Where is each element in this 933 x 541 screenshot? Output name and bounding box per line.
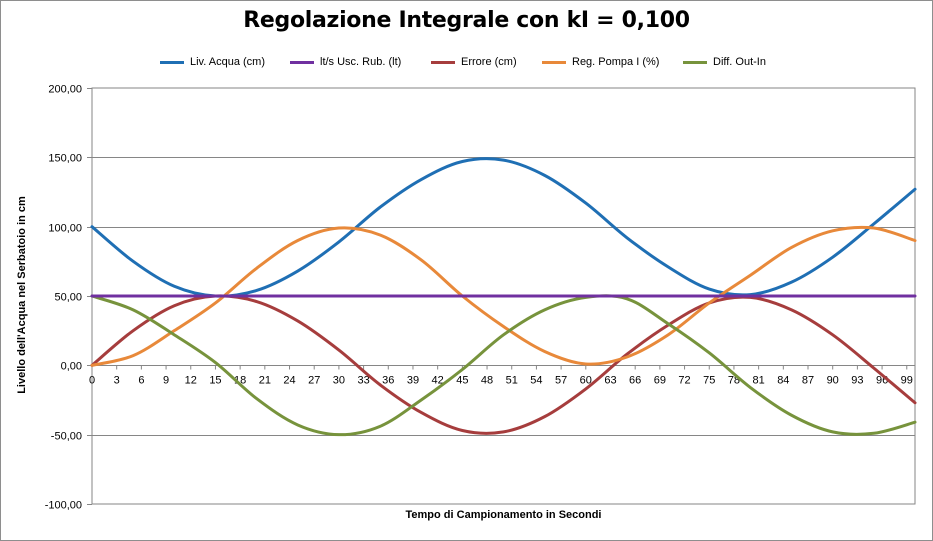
series-line-diff-out-in	[90, 294, 917, 437]
x-tick-label: 54	[530, 375, 542, 387]
series-line-errore	[90, 294, 917, 435]
x-tick-label: 75	[703, 375, 715, 387]
x-tick-label: 36	[382, 375, 394, 387]
x-tick-label: 27	[308, 375, 320, 387]
legend-label: Errore (cm)	[461, 56, 517, 68]
x-tick-label: 30	[333, 375, 345, 387]
y-tick-label: 150,00	[48, 153, 82, 165]
legend-item-diff-out-in: Diff. Out-In	[683, 54, 766, 70]
y-tick-label: 0,00	[61, 361, 82, 373]
legend-swatch	[160, 60, 184, 64]
x-tick-label: 0	[89, 375, 95, 387]
y-tick-label: -50,00	[51, 431, 82, 443]
x-tick-label: 57	[555, 375, 567, 387]
chart-title: Regolazione Integrale con kI = 0,100	[243, 8, 690, 33]
x-tick-label: 12	[185, 375, 197, 387]
y-tick-label: 200,00	[48, 84, 82, 96]
x-tick-label: 93	[851, 375, 863, 387]
series-line-reg-pompa	[90, 225, 917, 367]
x-tick-label: 45	[456, 375, 468, 387]
legend-item-errore: Errore (cm)	[431, 54, 517, 70]
x-tick-label: 39	[407, 375, 419, 387]
legend-swatch	[431, 60, 455, 64]
x-tick-label: 48	[481, 375, 493, 387]
x-tick-label: 15	[209, 375, 221, 387]
x-tick-label: 87	[802, 375, 814, 387]
legend-swatch	[683, 60, 707, 64]
x-tick-label: 66	[629, 375, 641, 387]
legend-label: lt/s Usc. Rub. (lt)	[320, 56, 402, 68]
x-tick-label: 33	[357, 375, 369, 387]
x-axis-label: Tempo di Campionamento in Secondi	[405, 509, 602, 521]
legend-swatch	[542, 60, 566, 64]
chart-legend: Liv. Acqua (cm) lt/s Usc. Rub. (lt) Erro…	[0, 54, 933, 70]
y-axis-label: Livello dell'Acqua nel Serbatoio in cm	[16, 196, 28, 394]
x-tick-label: 51	[506, 375, 518, 387]
y-tick-label: -100,00	[45, 500, 82, 512]
legend-label: Reg. Pompa I (%)	[572, 56, 660, 68]
legend-item-reg-pompa: Reg. Pompa I (%)	[542, 54, 659, 70]
x-tick-label: 21	[259, 375, 271, 387]
x-tick-label: 72	[678, 375, 690, 387]
x-tick-label: 84	[777, 375, 789, 387]
x-tick-label: 3	[114, 375, 120, 387]
legend-item-usc-rub: lt/s Usc. Rub. (lt)	[290, 54, 401, 70]
x-tick-label: 90	[827, 375, 839, 387]
x-tick-label: 24	[283, 375, 295, 387]
y-tick-label: 100,00	[48, 223, 82, 235]
x-tick-label: 99	[901, 375, 913, 387]
x-tick-label: 60	[580, 375, 592, 387]
x-tick-label: 63	[604, 375, 616, 387]
legend-item-liv-acqua: Liv. Acqua (cm)	[160, 54, 265, 70]
legend-swatch	[290, 60, 314, 64]
x-tick-label: 81	[753, 375, 765, 387]
x-tick-label: 42	[432, 375, 444, 387]
legend-label: Liv. Acqua (cm)	[190, 56, 265, 68]
y-tick-label: 50,00	[54, 292, 82, 304]
x-tick-label: 6	[138, 375, 144, 387]
legend-label: Diff. Out-In	[713, 56, 766, 68]
x-tick-label: 69	[654, 375, 666, 387]
x-tick-label: 9	[163, 375, 169, 387]
